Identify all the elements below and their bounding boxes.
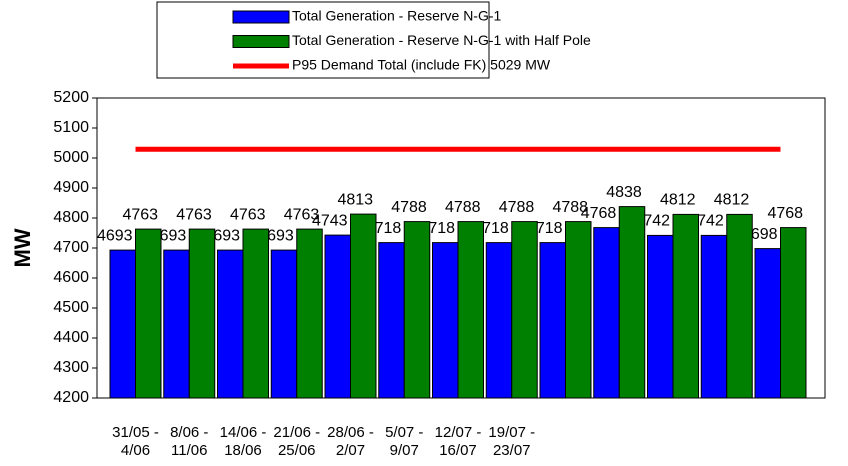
x-tick-label: 14/06 - 18/06 [219, 424, 267, 459]
data-label: 4763 [122, 206, 158, 223]
data-label: 4788 [391, 199, 427, 216]
bar [432, 242, 459, 399]
bar [188, 228, 216, 399]
bar [485, 242, 513, 399]
x-tick-label: 21/06 - 25/06 [273, 424, 321, 459]
legend-label: Total Generation - Reserve N-G-1 with Ha… [292, 32, 591, 48]
y-tick-label: 4200 [53, 389, 89, 406]
bar [296, 228, 323, 399]
y-tick-label: 4900 [53, 179, 89, 196]
bar [726, 213, 753, 399]
legend-label: P95 Demand Total (include FK) 5029 MW [292, 57, 551, 73]
data-label: 4788 [499, 199, 535, 216]
y-tick-label: 5100 [53, 119, 89, 136]
bar [539, 242, 566, 399]
x-tick-label: 8/06 - 11/06 [170, 424, 209, 459]
data-label: 4763 [284, 206, 320, 223]
y-tick-label: 5000 [53, 149, 89, 166]
bar [511, 221, 538, 399]
bar [403, 221, 431, 399]
y-tick-label: 4500 [53, 299, 89, 316]
y-tick-label: 5200 [53, 89, 89, 106]
bar [378, 242, 405, 399]
legend-key [232, 10, 290, 24]
bar [647, 234, 674, 399]
bar [217, 249, 244, 399]
y-tick-label: 4800 [53, 209, 89, 226]
bar [672, 213, 699, 399]
bar [163, 249, 190, 399]
legend-box [156, 1, 490, 79]
data-label: 4812 [714, 192, 750, 209]
legend-key [232, 35, 290, 48]
bar [754, 248, 781, 399]
bar [618, 206, 646, 399]
x-tick-label: 19/07 - 23/07 [488, 424, 536, 459]
data-label: 4838 [606, 184, 642, 201]
y-tick-label: 4400 [53, 329, 89, 346]
data-label: 4768 [581, 205, 617, 222]
y-tick-label: 4600 [53, 269, 89, 286]
data-label: 4788 [552, 199, 588, 216]
bar [565, 221, 592, 399]
data-label: 4812 [660, 192, 696, 209]
data-label: 4768 [767, 205, 803, 222]
x-tick-label: 12/07 - 16/07 [434, 424, 482, 459]
bar [242, 228, 269, 399]
data-label: 4743 [312, 212, 348, 229]
bar [780, 227, 807, 399]
x-tick-label: 28/06 - 2/07 [327, 424, 374, 459]
bar [324, 234, 351, 399]
data-label: 4813 [337, 191, 373, 208]
legend-label: Total Generation - Reserve N-G-1 [292, 8, 502, 24]
bar [700, 234, 728, 399]
data-label: 4788 [445, 199, 481, 216]
bar [457, 221, 484, 399]
y-tick-label: 4300 [53, 359, 89, 376]
data-label: 4693 [97, 227, 133, 244]
bar [350, 213, 377, 399]
x-tick-label: 31/05 - 4/06 [112, 424, 159, 459]
data-label: 4763 [230, 206, 266, 223]
bar [135, 228, 162, 399]
y-tick-label: 4700 [53, 239, 89, 256]
data-label: 4763 [176, 206, 212, 223]
bar [270, 249, 298, 399]
y-axis-label: MW [10, 228, 35, 267]
bar [593, 227, 620, 399]
bar [109, 249, 136, 399]
x-tick-label: 5/07 - 9/07 [385, 424, 424, 459]
